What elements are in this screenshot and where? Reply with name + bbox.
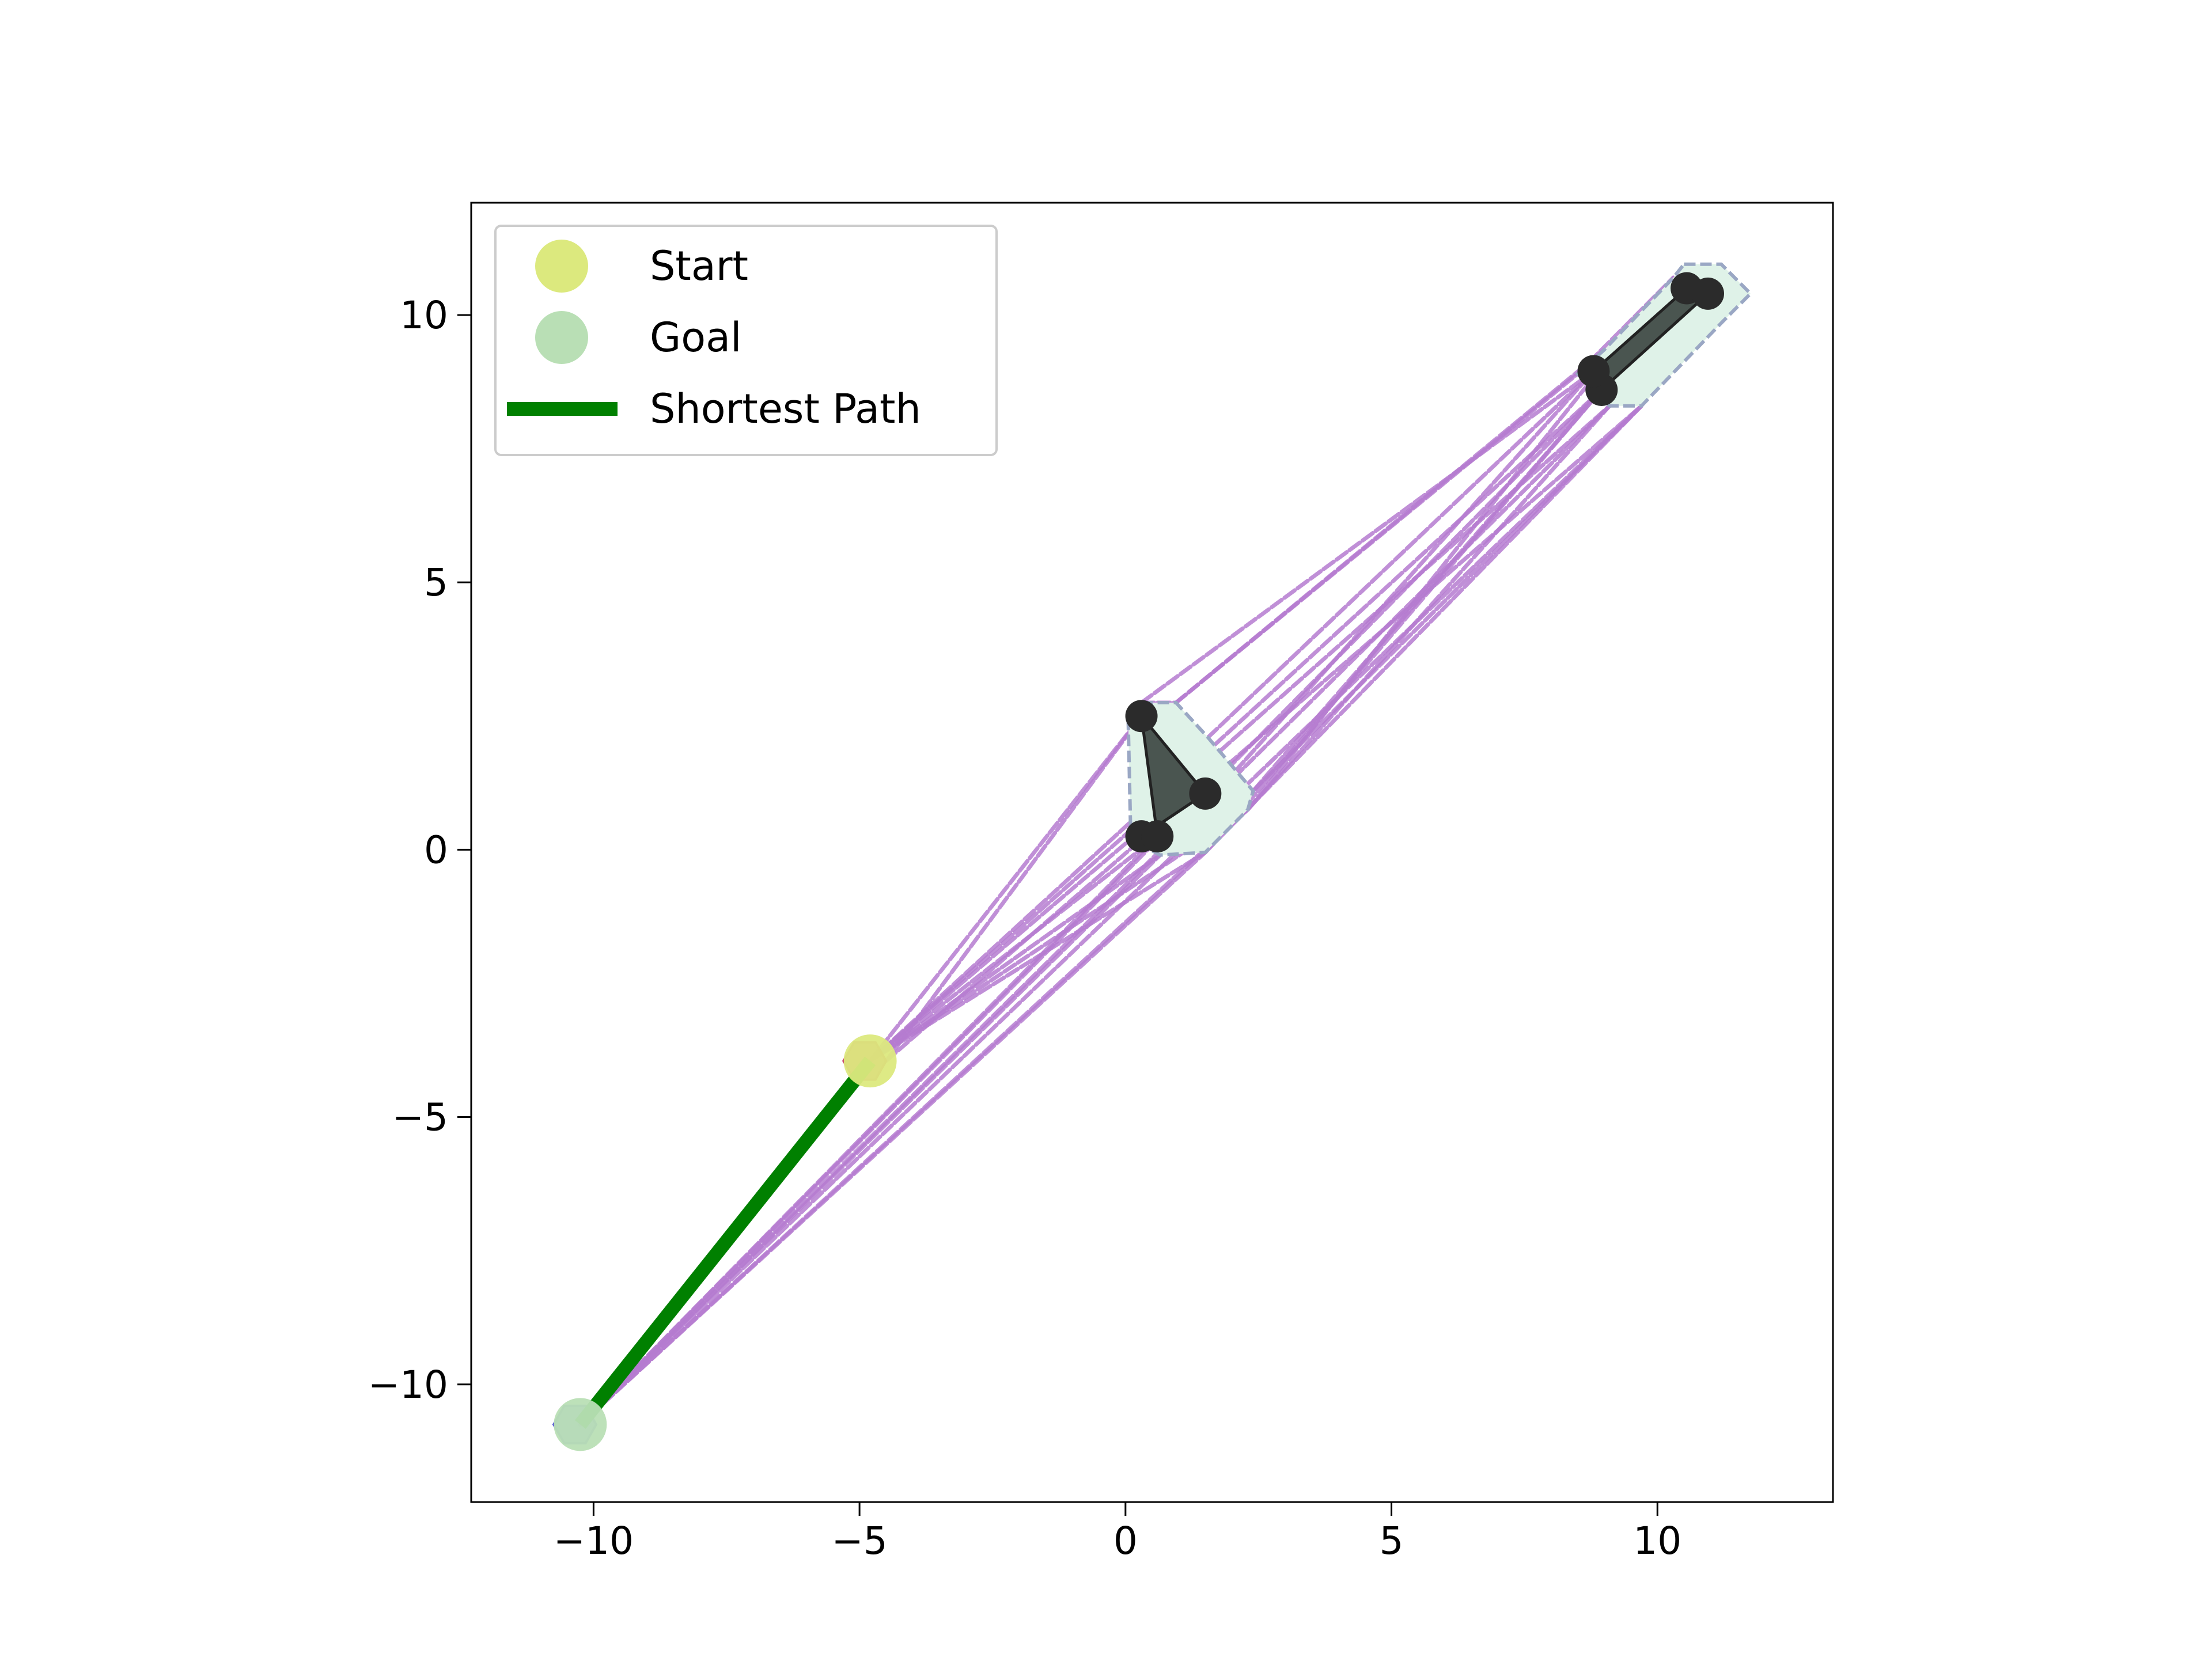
visibility-edge [884, 404, 1644, 1063]
legend-label: Shortest Path [650, 385, 921, 433]
visibility-edge [1245, 404, 1612, 812]
legend-marker [535, 311, 588, 364]
start-marker [843, 1034, 897, 1088]
start-goal-markers [554, 1034, 897, 1451]
visibility-edge [884, 714, 1144, 1063]
x-tick-label: −10 [554, 1519, 634, 1563]
y-tick-label: 10 [400, 293, 448, 337]
x-tick-label: −5 [831, 1519, 887, 1563]
obstacle-vertex [1189, 777, 1222, 810]
goal-marker [554, 1398, 607, 1451]
obstacle-vertex [1691, 277, 1724, 310]
visibility-edge [1203, 388, 1604, 855]
obstacle-vertex [1577, 355, 1610, 388]
x-tick-label: 0 [1113, 1519, 1138, 1563]
y-tick-label: −5 [392, 1095, 448, 1140]
visibility-edge [868, 388, 1604, 1063]
visibility-edge [868, 714, 1144, 1063]
shortest-path [574, 1056, 876, 1429]
x-tick-label: 10 [1633, 1519, 1681, 1563]
visibility-edge [868, 404, 1612, 1063]
y-tick-label: −10 [368, 1363, 448, 1407]
legend-label: Goal [650, 314, 741, 361]
x-tick-label: 5 [1380, 1519, 1404, 1563]
legend-label: Start [650, 242, 748, 290]
visibility-edge [578, 404, 1644, 1427]
axes-frame [470, 202, 1834, 1503]
obstacle-vertex [1125, 700, 1158, 733]
obstacles [1125, 262, 1753, 857]
visibility-edge [1139, 369, 1596, 705]
y-tick-label: 5 [424, 560, 448, 605]
visibility-edge [1206, 369, 1596, 740]
axis-ticks: −10 −5 0 5 10 −10 −5 0 5 10 [368, 293, 1682, 1563]
y-tick-label: 0 [424, 828, 448, 872]
visibility-edge [868, 853, 1162, 1063]
visibility-edge [1174, 347, 1607, 705]
shortest-path-line [574, 1056, 876, 1429]
visibility-edge [578, 807, 1250, 1427]
legend-marker [535, 240, 588, 293]
legend: Start Goal Shortest Path [494, 225, 998, 456]
obstacle-vertex [1141, 820, 1174, 853]
visibility-edge [1203, 404, 1644, 855]
legend-box [494, 225, 998, 456]
